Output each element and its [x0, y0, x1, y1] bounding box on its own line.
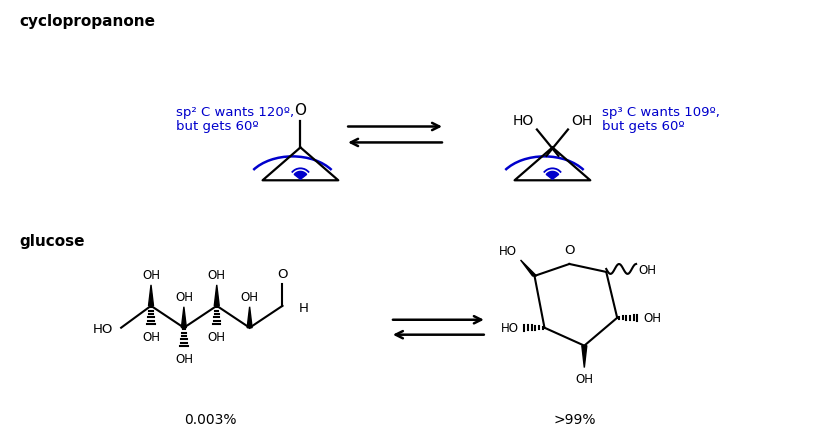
Text: O: O [294, 102, 306, 117]
Text: O: O [563, 243, 574, 256]
Text: sp² C wants 120º,: sp² C wants 120º, [176, 105, 294, 118]
Text: OH: OH [207, 330, 225, 343]
Text: but gets 60º: but gets 60º [601, 119, 684, 132]
Text: HO: HO [500, 322, 518, 335]
Text: OH: OH [174, 290, 192, 303]
Text: 0.003%: 0.003% [184, 412, 237, 427]
Text: OH: OH [570, 114, 591, 128]
Text: OH: OH [575, 372, 593, 385]
Text: OH: OH [642, 311, 660, 325]
Text: cyclopropanone: cyclopropanone [20, 14, 156, 29]
Polygon shape [581, 346, 586, 368]
Polygon shape [545, 172, 558, 180]
Text: HO: HO [93, 322, 113, 335]
Text: but gets 60º: but gets 60º [176, 119, 258, 132]
Text: OH: OH [142, 330, 160, 343]
Polygon shape [294, 172, 306, 180]
Text: OH: OH [207, 268, 225, 281]
Text: O: O [277, 267, 287, 280]
Text: OH: OH [240, 290, 258, 303]
Text: >99%: >99% [553, 412, 595, 427]
Polygon shape [214, 285, 219, 306]
Text: OH: OH [142, 268, 160, 281]
Text: OH: OH [637, 264, 655, 277]
Text: sp³ C wants 109º,: sp³ C wants 109º, [601, 105, 719, 118]
Polygon shape [520, 261, 536, 276]
Text: HO: HO [512, 114, 533, 128]
Text: glucose: glucose [20, 233, 85, 249]
Polygon shape [181, 307, 186, 328]
Polygon shape [148, 285, 153, 306]
Text: OH: OH [174, 352, 192, 365]
Text: HO: HO [498, 244, 516, 258]
Text: H: H [298, 301, 308, 315]
Polygon shape [247, 307, 251, 328]
